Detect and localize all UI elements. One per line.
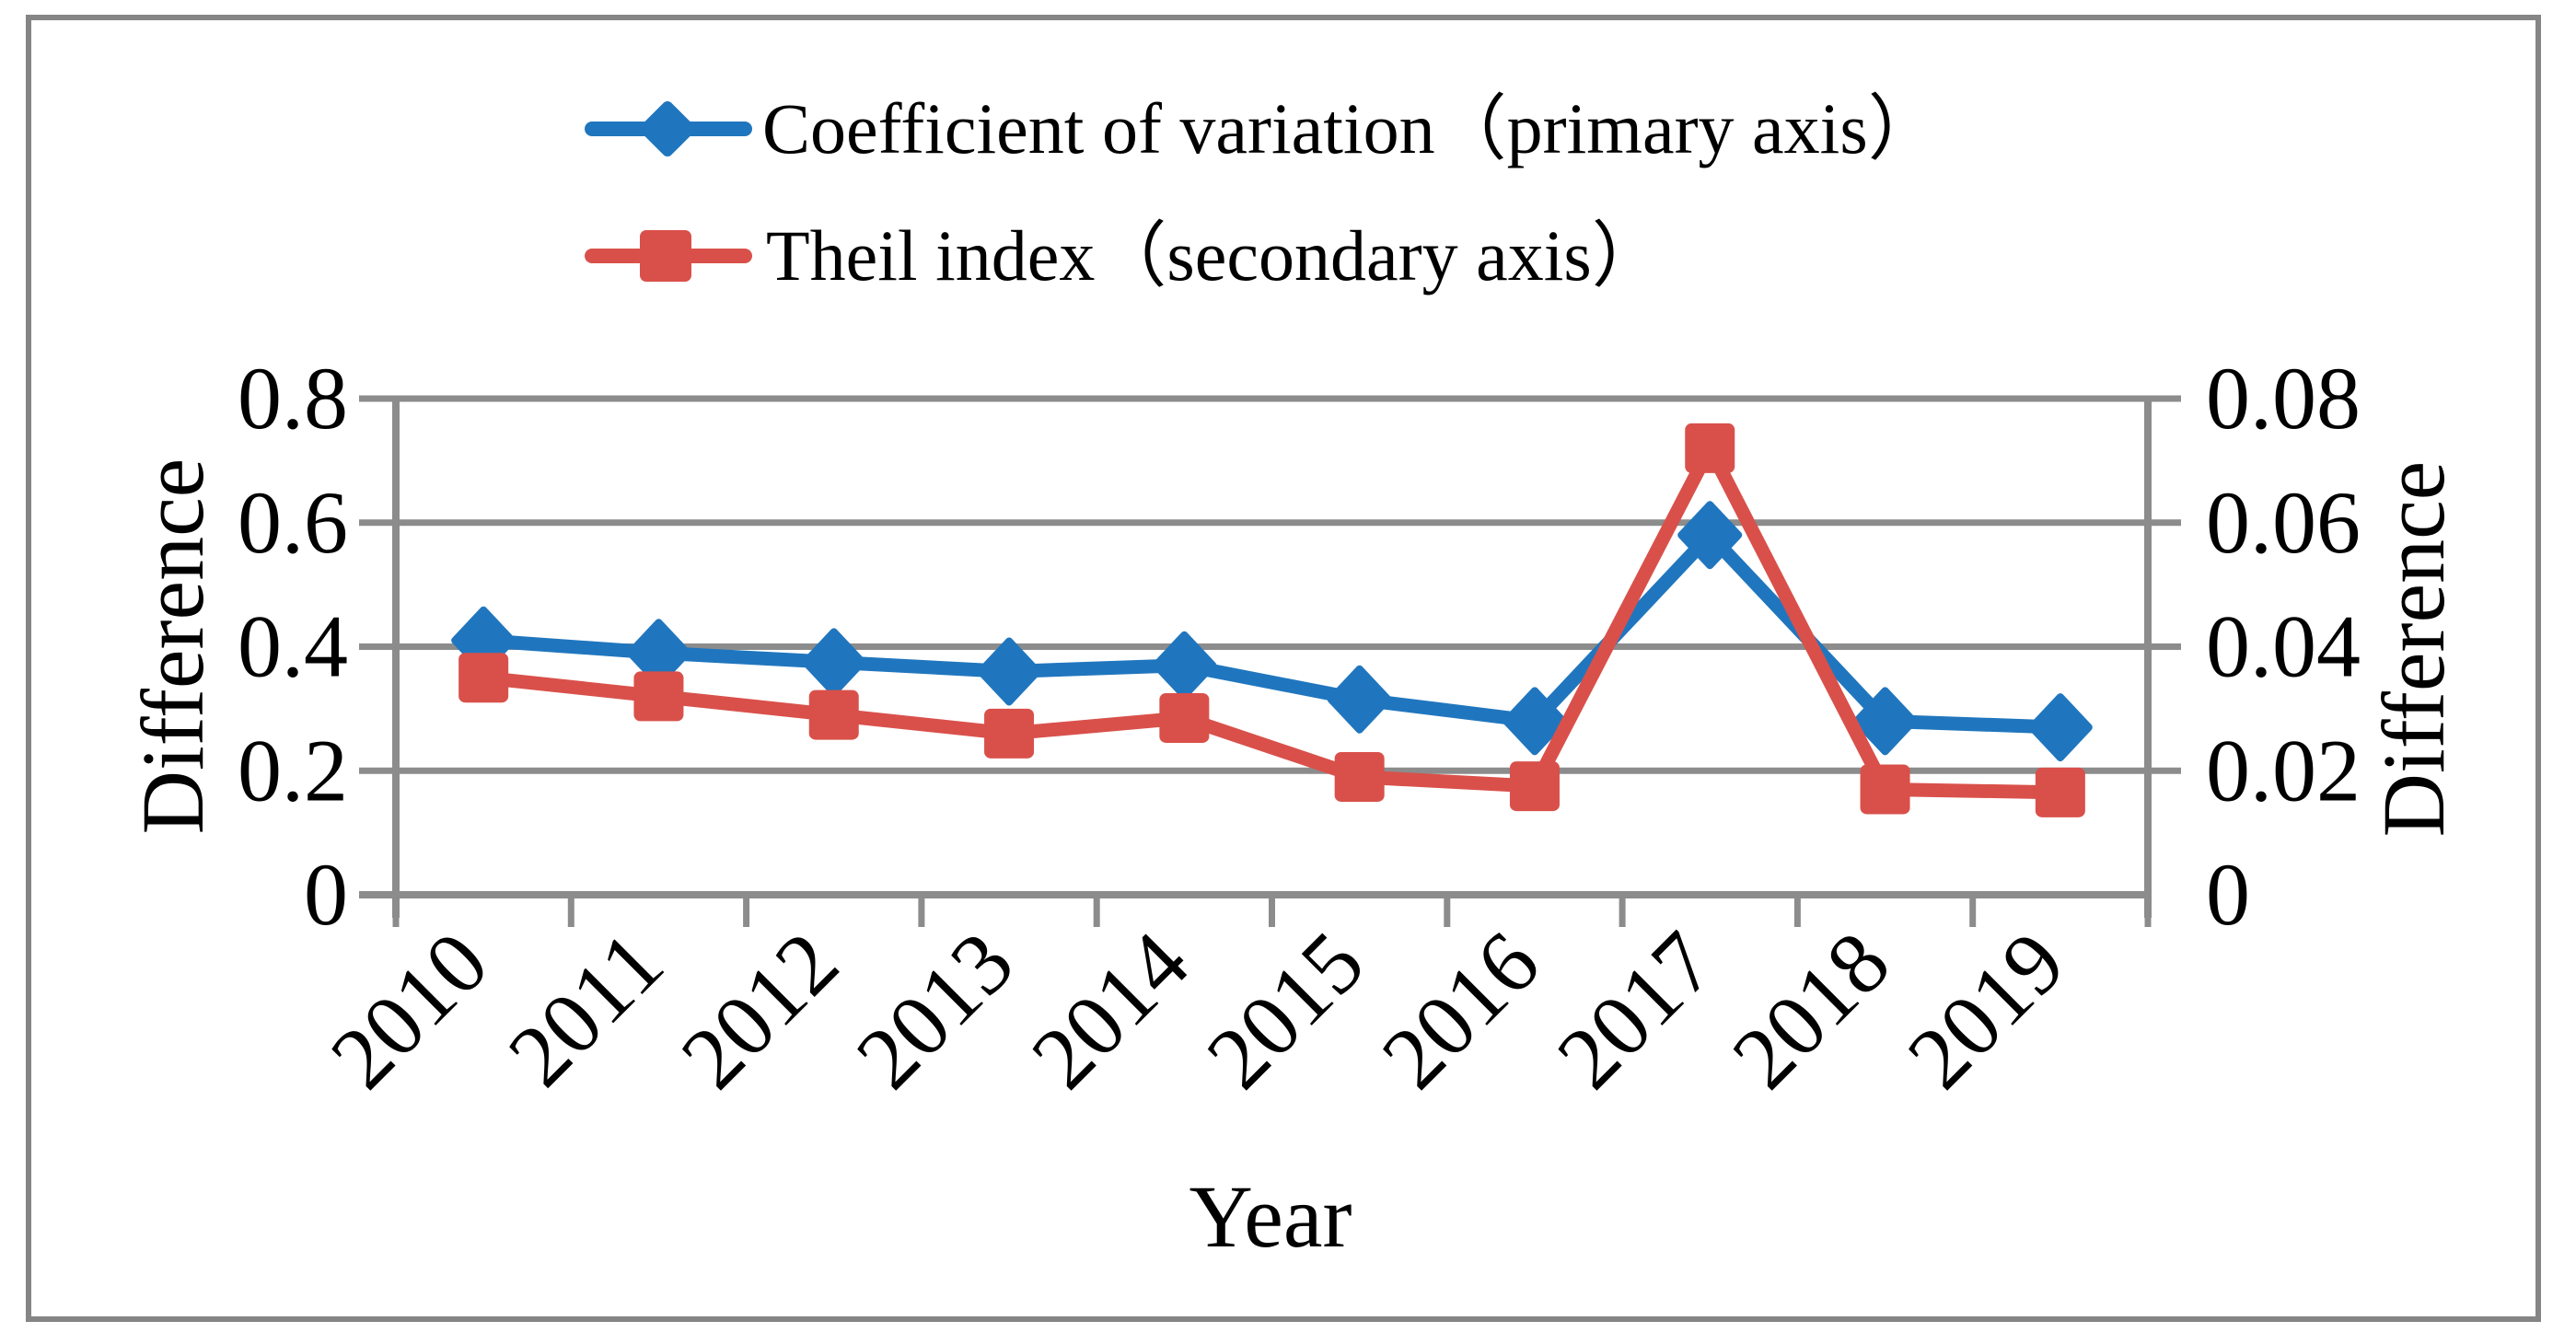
right-axis-tick-label: 0.02 <box>2206 721 2361 819</box>
data-point-diamond-marker <box>1677 501 1743 570</box>
x-axis-title: Year <box>1189 1167 1352 1266</box>
x-axis-tick-label: 2013 <box>837 912 1031 1106</box>
x-axis-tick-label: 2017 <box>1538 912 1733 1106</box>
legend-label: Coefficient of variation（primary axis） <box>762 88 1940 168</box>
right-axis-tick-label: 0 <box>2206 845 2250 944</box>
data-point-diamond-marker <box>1852 687 1918 756</box>
figure-border <box>26 15 2541 1322</box>
data-point-square-marker <box>1159 692 1210 743</box>
right-axis-title: Difference <box>2364 460 2463 838</box>
data-point-square-marker <box>1334 751 1385 802</box>
data-point-square-marker <box>1860 764 1910 815</box>
x-axis-tick-label: 2014 <box>1013 912 1207 1106</box>
data-point-diamond-marker <box>1502 687 1567 756</box>
data-point-square-marker <box>633 671 684 722</box>
left-axis-tick-label: 0.8 <box>238 349 348 447</box>
data-point-diamond-marker <box>977 637 1042 706</box>
left-axis-tick-label: 0.6 <box>238 473 348 572</box>
series-line-square <box>476 441 2068 800</box>
left-axis-title: Difference <box>123 458 222 835</box>
left-axis-tick-label: 0.2 <box>238 721 348 819</box>
left-axis-tick-label: 0 <box>304 845 348 944</box>
x-axis-tick-label: 2018 <box>1713 912 1908 1106</box>
data-point-square-marker <box>458 653 509 703</box>
x-axis-tick-label: 2019 <box>1888 912 2083 1106</box>
data-point-diamond-marker <box>801 628 866 697</box>
data-point-square-marker <box>1685 423 1735 473</box>
x-axis-tick-label: 2011 <box>489 912 681 1105</box>
data-point-square-marker <box>984 708 1035 759</box>
right-axis-tick-label: 0.08 <box>2206 349 2361 447</box>
data-point-square-marker <box>808 689 859 740</box>
x-axis-tick-label: 2015 <box>1188 912 1382 1106</box>
data-point-diamond-marker <box>2027 693 2093 762</box>
data-point-diamond-marker <box>1327 665 1392 734</box>
data-point-square-marker <box>1509 761 1560 812</box>
x-axis-tick-label: 2016 <box>1363 912 1557 1106</box>
x-axis-tick-label: 2012 <box>662 912 856 1106</box>
legend-square-marker-icon <box>640 230 691 282</box>
left-axis-tick-label: 0.4 <box>238 597 348 696</box>
right-axis-tick-label: 0.04 <box>2206 597 2361 696</box>
data-point-square-marker <box>2035 767 2085 817</box>
legend-label: Theil index（secondary axis） <box>766 215 1664 295</box>
right-axis-tick-label: 0.06 <box>2206 473 2361 572</box>
